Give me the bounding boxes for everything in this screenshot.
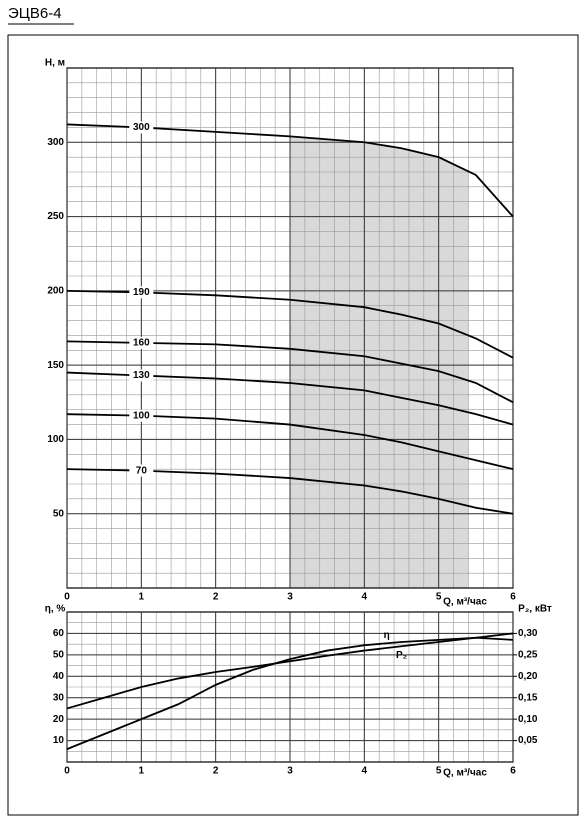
x-tick-label: 3 — [287, 592, 293, 603]
x-tick-label: 5 — [436, 766, 442, 777]
x-tick-label: 0 — [64, 766, 70, 777]
curve-label-bg — [129, 336, 154, 349]
y2-tick-label: 0,10 — [518, 714, 538, 725]
curve — [66, 340, 514, 404]
y-axis-title: η, % — [45, 604, 66, 615]
page-title: ЭЦВ6-4 — [8, 5, 62, 22]
y2-tick-label: 0,25 — [518, 649, 538, 660]
x-tick-label: 2 — [213, 592, 219, 603]
x-tick-label: 2 — [213, 766, 219, 777]
y-tick-label: 200 — [47, 285, 64, 296]
curve-label: η — [384, 630, 390, 641]
curve-label: 190 — [133, 287, 150, 298]
y2-tick-label: 0,15 — [518, 692, 538, 703]
curve-label: 130 — [133, 370, 150, 381]
y-tick-label: 50 — [53, 649, 65, 660]
curve — [66, 123, 514, 218]
y-tick-label: 20 — [53, 714, 65, 725]
curve-label-bg — [129, 409, 154, 422]
curve — [66, 636, 514, 750]
y2-axis-title: P₂, кВт — [518, 604, 552, 615]
curve-label: P₂ — [396, 650, 407, 661]
y-tick-label: 10 — [53, 735, 65, 746]
x-axis-title: Q, м³/час — [443, 768, 487, 779]
curve-label: 100 — [133, 410, 150, 421]
y2-tick-label: 0,20 — [518, 671, 538, 682]
x-tick-label: 3 — [287, 766, 293, 777]
curve-label-bg — [129, 121, 154, 134]
y-axis-title: H, м — [45, 58, 65, 69]
curve-label: 300 — [133, 122, 150, 133]
x-tick-label: 1 — [139, 592, 145, 603]
curve-label: 160 — [133, 337, 150, 348]
x-axis-title: Q, м³/час — [443, 597, 487, 608]
curve — [66, 413, 514, 471]
y2-tick-label: 0,30 — [518, 628, 538, 639]
curve — [66, 371, 514, 426]
y2-tick-label: 0,05 — [518, 735, 538, 746]
y-tick-label: 250 — [47, 211, 64, 222]
y-tick-label: 40 — [53, 671, 65, 682]
x-tick-label: 6 — [510, 766, 516, 777]
curve-label-bg — [129, 286, 154, 299]
curve-label: 70 — [136, 465, 148, 476]
x-tick-label: 5 — [436, 592, 442, 603]
x-tick-label: 0 — [64, 592, 70, 603]
y-tick-label: 150 — [47, 360, 64, 371]
y-tick-label: 30 — [53, 692, 65, 703]
y-tick-label: 100 — [47, 434, 64, 445]
curve — [66, 289, 514, 359]
x-tick-label: 1 — [139, 766, 145, 777]
x-tick-label: 4 — [362, 592, 368, 603]
y-tick-label: 300 — [47, 137, 64, 148]
curve-label-bg — [129, 464, 154, 477]
x-tick-label: 4 — [362, 766, 368, 777]
y-tick-label: 50 — [53, 508, 65, 519]
x-tick-label: 6 — [510, 592, 516, 603]
frame — [7, 34, 579, 816]
curve — [66, 632, 514, 710]
y-tick-label: 60 — [53, 628, 65, 639]
curve — [66, 468, 514, 515]
curve-label-bg — [129, 369, 154, 382]
